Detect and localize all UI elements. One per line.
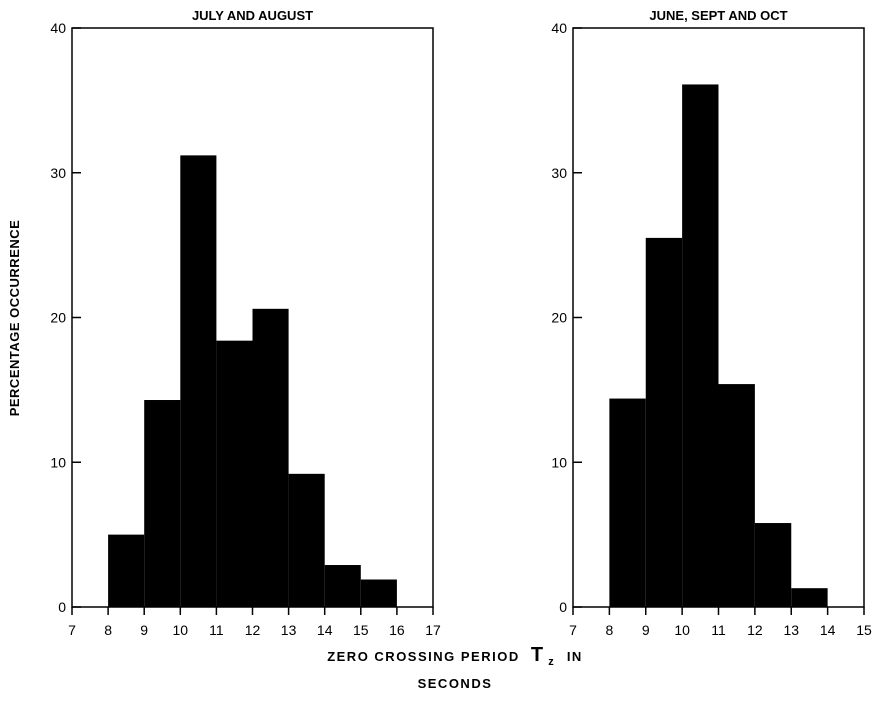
y-tick-label: 10	[551, 454, 567, 470]
histogram-bar	[288, 473, 325, 607]
histogram-bar	[645, 237, 683, 607]
x-tick-label: 12	[747, 622, 763, 638]
histogram-bar	[108, 534, 145, 607]
histogram-bar	[324, 565, 361, 607]
x-tick-label: 16	[389, 622, 405, 638]
y-tick-label: 40	[551, 20, 567, 36]
histogram-bar	[360, 579, 397, 607]
x-tick-label: 15	[353, 622, 369, 638]
y-tick-label: 30	[50, 165, 66, 181]
x-tick-label: 14	[820, 622, 836, 638]
x-axis-label-text: ZERO CROSSING PERIOD	[327, 649, 520, 664]
histogram-bar	[718, 384, 755, 607]
x-tick-label: 13	[281, 622, 297, 638]
y-tick-label: 0	[58, 599, 66, 615]
x-axis-label-unit: IN	[567, 649, 583, 664]
y-tick-label: 10	[50, 454, 66, 470]
x-tick-label: 12	[245, 622, 261, 638]
july-august-panel: 0 10 20 30 40 7 8 9 10 11 12 13 14 15 16 17 JULY AND AUG…	[50, 8, 441, 638]
x-tick-label: 11	[711, 622, 726, 638]
x-axis-label: ZERO CROSSING PERIOD T z IN	[327, 644, 583, 668]
x-tick-label: 9	[140, 622, 148, 638]
x-tick-label: 14	[317, 622, 333, 638]
x-axis-label-subscript: z	[548, 656, 554, 668]
x-tick-label: 9	[642, 622, 650, 638]
x-tick-label: 10	[173, 622, 189, 638]
y-tick-label: 40	[50, 20, 66, 36]
x-tick-label: 7	[68, 622, 76, 638]
x-tick-label: 17	[425, 622, 441, 638]
histogram-bar	[216, 340, 253, 607]
histogram-bar	[180, 155, 217, 607]
chart-title: JULY AND AUGUST	[192, 8, 313, 23]
y-tick-label: 30	[551, 165, 567, 181]
histogram-bar	[754, 523, 792, 607]
x-tick-label: 8	[605, 622, 613, 638]
y-tick-label: 20	[551, 310, 567, 326]
x-axis-label-symbol: T	[531, 644, 543, 666]
x-tick-label: 10	[674, 622, 690, 638]
june-sept-oct-panel: 0 10 20 30 40 7 8 9 10 11 12 13 14 15 JUNE, SEPT AND O…	[551, 8, 872, 638]
x-tick-label: 15	[856, 622, 872, 638]
x-tick-label: 7	[569, 622, 577, 638]
y-axis-label: PERCENTAGE OCCURRENCE	[7, 220, 22, 417]
histogram-bar	[791, 588, 828, 607]
histogram-bar	[252, 308, 289, 607]
y-tick-label: 20	[50, 310, 66, 326]
x-tick-label: 8	[104, 622, 112, 638]
chart-title: JUNE, SEPT AND OCT	[649, 8, 787, 23]
x-tick-label: 11	[209, 622, 224, 638]
x-tick-label: 13	[783, 622, 799, 638]
histogram-bar	[682, 84, 719, 607]
histogram-bar	[144, 400, 181, 607]
y-tick-label: 0	[559, 599, 567, 615]
histogram-bar	[609, 398, 646, 607]
x-axis-label-line2: SECONDS	[418, 676, 493, 691]
